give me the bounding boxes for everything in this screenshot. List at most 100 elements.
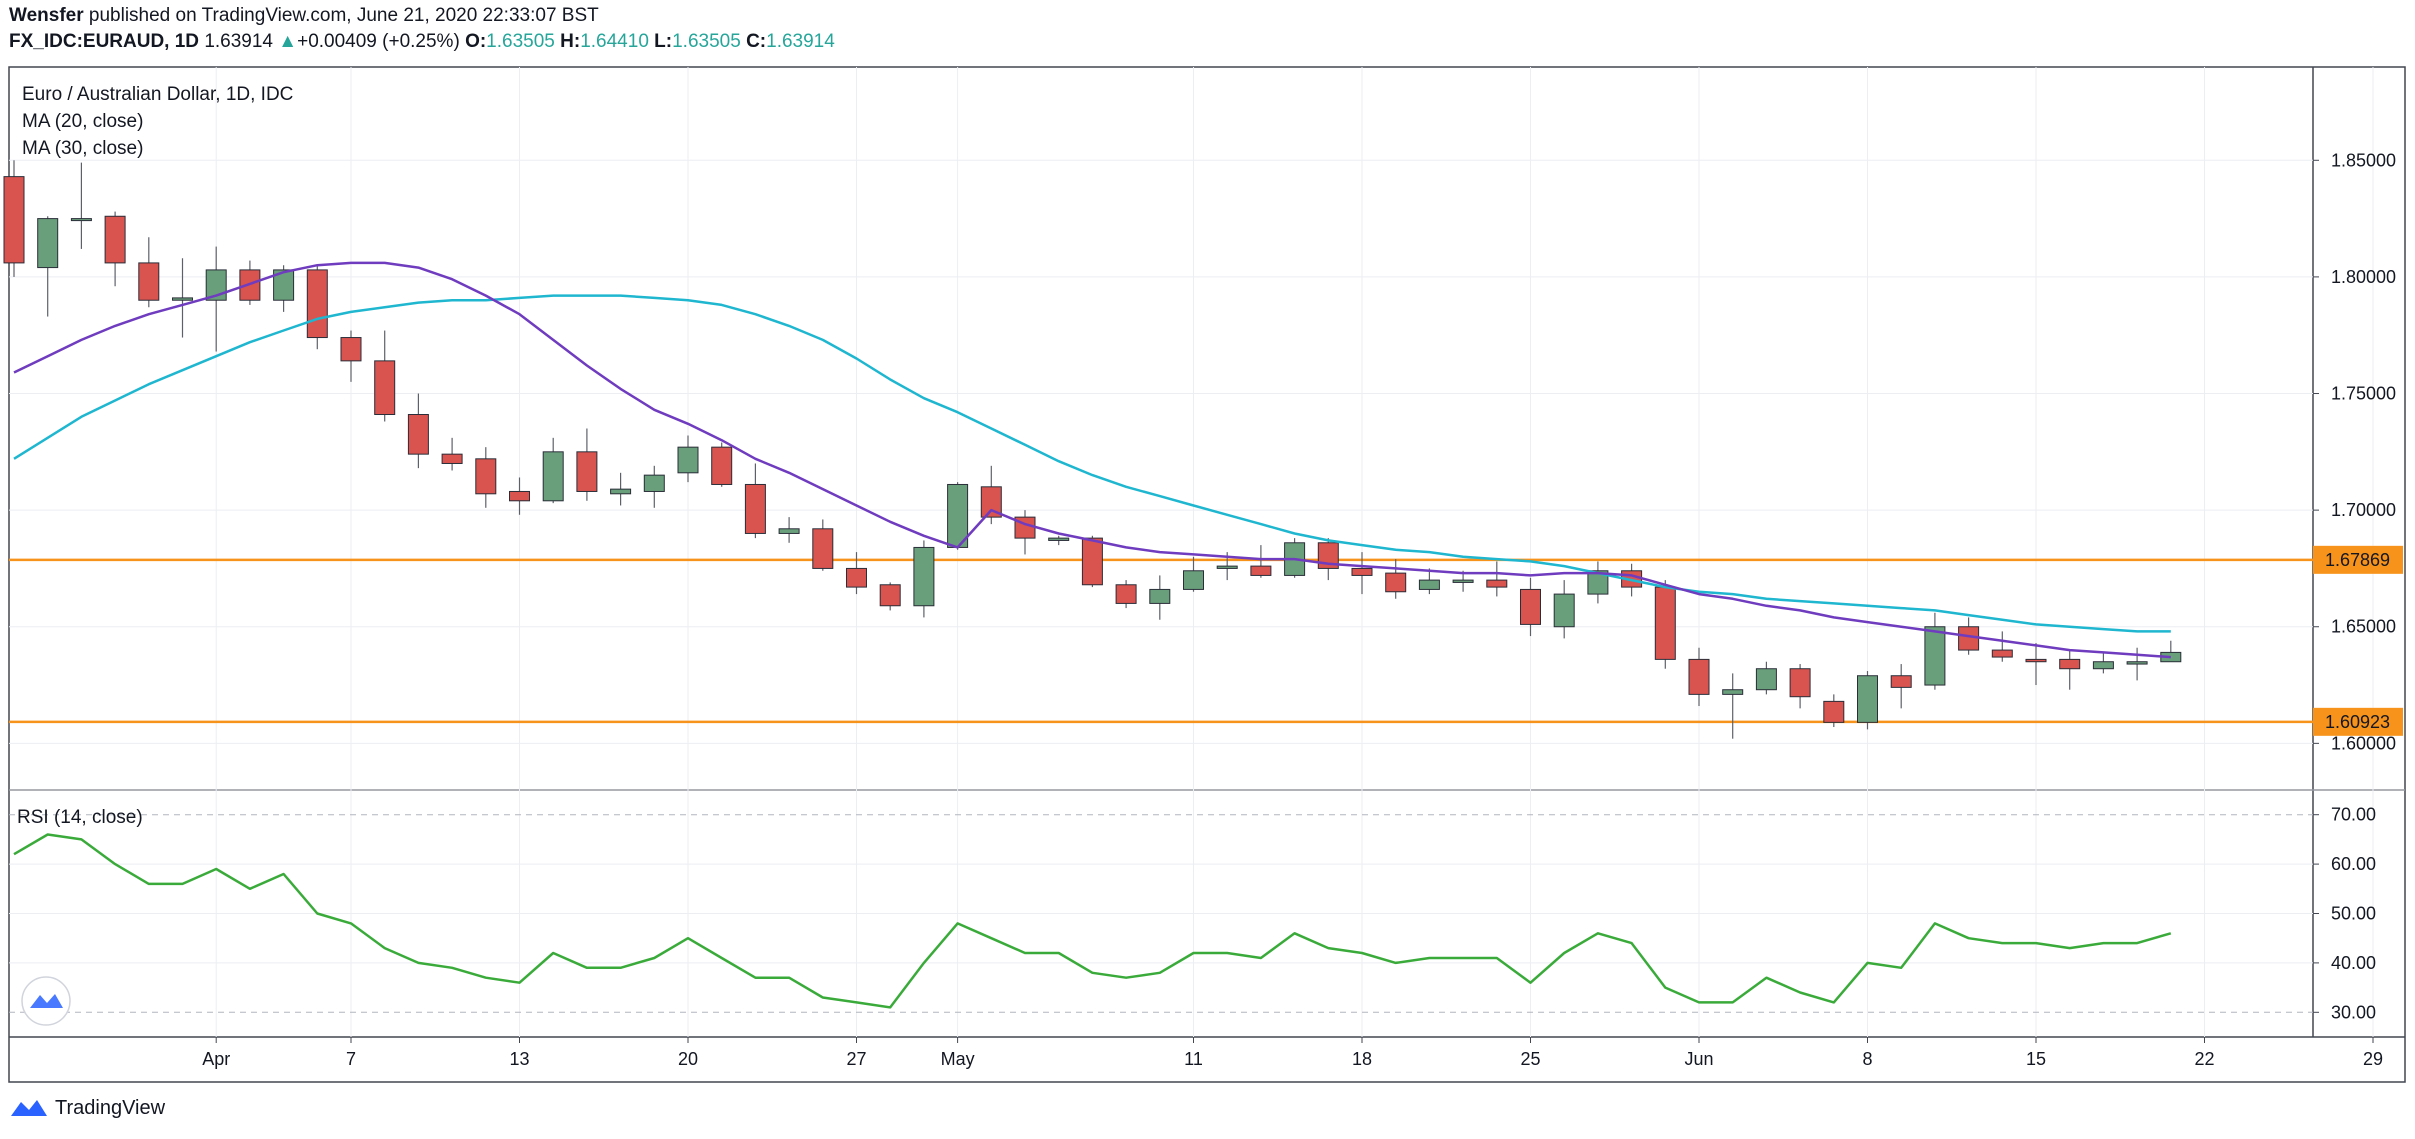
candle[interactable] [1385, 559, 1407, 599]
candle[interactable] [1081, 535, 1103, 588]
candle[interactable] [104, 211, 126, 287]
candle[interactable] [1553, 580, 1575, 639]
candle[interactable] [1722, 673, 1744, 739]
candle[interactable] [340, 330, 362, 382]
legend-rsi[interactable]: RSI (14, close) [17, 807, 143, 828]
candle[interactable] [1250, 545, 1272, 578]
candle[interactable] [947, 482, 969, 550]
time-tick-label[interactable]: 20 [678, 1049, 698, 1069]
rsi-tick-label[interactable]: 30.00 [2331, 1002, 2376, 1022]
candle[interactable] [1823, 694, 1845, 728]
candle[interactable] [846, 552, 867, 595]
candle[interactable] [677, 435, 699, 483]
rsi-tick-label[interactable]: 40.00 [2331, 953, 2376, 973]
time-tick-label[interactable]: 13 [509, 1049, 529, 1069]
candle[interactable] [980, 465, 1002, 525]
time-tick-label[interactable]: 27 [846, 1049, 866, 1069]
candle[interactable] [778, 517, 800, 543]
rsi-line [13, 833, 2172, 1009]
time-tick-label[interactable]: 22 [2194, 1049, 2214, 1069]
level-price-label[interactable]: 1.60923 [2325, 712, 2390, 732]
candle[interactable] [879, 582, 901, 611]
candle[interactable] [1890, 664, 1912, 709]
candle[interactable] [1857, 671, 1878, 730]
candle[interactable] [610, 472, 632, 506]
level-price-label[interactable]: 1.67869 [2325, 550, 2390, 570]
footer-brand[interactable]: TradingView [55, 1096, 166, 1119]
candle[interactable] [1418, 568, 1440, 595]
price-tick-label[interactable]: 1.80000 [2331, 267, 2396, 287]
candle[interactable] [1351, 552, 1373, 595]
time-tick-label[interactable]: Jun [1684, 1049, 1713, 1069]
candle[interactable] [1317, 538, 1339, 581]
candle[interactable] [172, 258, 193, 338]
candle[interactable] [576, 428, 598, 501]
time-tick-label[interactable]: 25 [1520, 1049, 1540, 1069]
candle[interactable] [70, 162, 92, 249]
candle[interactable] [407, 393, 429, 469]
rsi-tick-label[interactable]: 70.00 [2331, 805, 2376, 825]
candle[interactable] [273, 265, 295, 312]
legend-title[interactable]: Euro / Australian Dollar, 1D, IDC [22, 84, 293, 105]
candle-body-down [138, 262, 160, 301]
price-tick-label[interactable]: 1.70000 [2331, 500, 2396, 520]
candle[interactable] [812, 519, 834, 571]
candle[interactable] [205, 246, 227, 352]
candle[interactable] [1149, 575, 1171, 620]
candle[interactable] [37, 216, 59, 317]
time-tick-label[interactable]: 8 [1862, 1049, 1872, 1069]
candle[interactable] [441, 437, 463, 471]
price-tick-label[interactable]: 1.60000 [2331, 733, 2396, 753]
time-tick-label[interactable]: 11 [1184, 1049, 1203, 1069]
candle[interactable] [913, 540, 935, 618]
candle[interactable] [643, 465, 665, 508]
time-axis[interactable]: Apr 7 13 20 27 May 11 18 25 Jun 8 15 22 29 [202, 1037, 2383, 1069]
time-tick-label[interactable]: 7 [346, 1049, 356, 1069]
tradingview-logo-button[interactable] [21, 976, 71, 1026]
candle[interactable] [2092, 652, 2114, 674]
candle[interactable] [1183, 556, 1204, 592]
candle-body-down [104, 215, 126, 264]
time-tick-label[interactable]: Apr [202, 1049, 230, 1069]
candle[interactable] [2025, 643, 2047, 686]
candle[interactable] [2059, 650, 2081, 690]
candle[interactable] [138, 237, 160, 308]
candle[interactable] [711, 442, 733, 487]
legend-ma20[interactable]: MA (20, close) [22, 111, 143, 132]
candle[interactable] [306, 265, 328, 350]
time-tick-label[interactable]: 29 [2363, 1049, 2383, 1069]
time-tick-label[interactable]: 18 [1352, 1049, 1372, 1069]
candle[interactable] [1755, 661, 1777, 695]
candle[interactable] [475, 447, 497, 508]
candle[interactable] [1014, 510, 1036, 555]
candle[interactable] [1587, 561, 1609, 604]
candles[interactable] [3, 160, 2182, 739]
candle[interactable] [1688, 647, 1710, 707]
candle[interactable] [3, 160, 25, 277]
candle[interactable] [374, 330, 396, 422]
candle[interactable] [1991, 631, 2013, 662]
candle[interactable] [509, 477, 530, 515]
candle[interactable] [1924, 612, 1946, 690]
candle[interactable] [2126, 647, 2148, 681]
time-tick-label[interactable]: May [941, 1049, 975, 1069]
candle[interactable] [1789, 664, 1811, 709]
candle[interactable] [1486, 561, 1508, 597]
candle[interactable] [1048, 535, 1070, 546]
rsi-tick-label[interactable]: 60.00 [2331, 854, 2376, 874]
candle[interactable] [1654, 580, 1676, 669]
price-tick-label[interactable]: 1.65000 [2331, 617, 2396, 637]
candle[interactable] [2160, 640, 2182, 663]
price-tick-label[interactable]: 1.75000 [2331, 384, 2396, 404]
candle[interactable] [1520, 577, 1541, 637]
time-tick-label[interactable]: 15 [2026, 1049, 2046, 1069]
legend-ma30[interactable]: MA (30, close) [22, 138, 143, 159]
candle[interactable] [744, 463, 766, 539]
rsi-tick-label[interactable]: 50.00 [2331, 904, 2376, 924]
candle[interactable] [1115, 580, 1137, 609]
candle[interactable] [542, 437, 564, 504]
price-tick-label[interactable]: 1.85000 [2331, 150, 2396, 170]
price-axis[interactable]: 1.60000 1.65000 1.70000 1.75000 1.80000 1.850… [2313, 150, 2396, 753]
author-name[interactable]: Wensfer [9, 5, 84, 26]
